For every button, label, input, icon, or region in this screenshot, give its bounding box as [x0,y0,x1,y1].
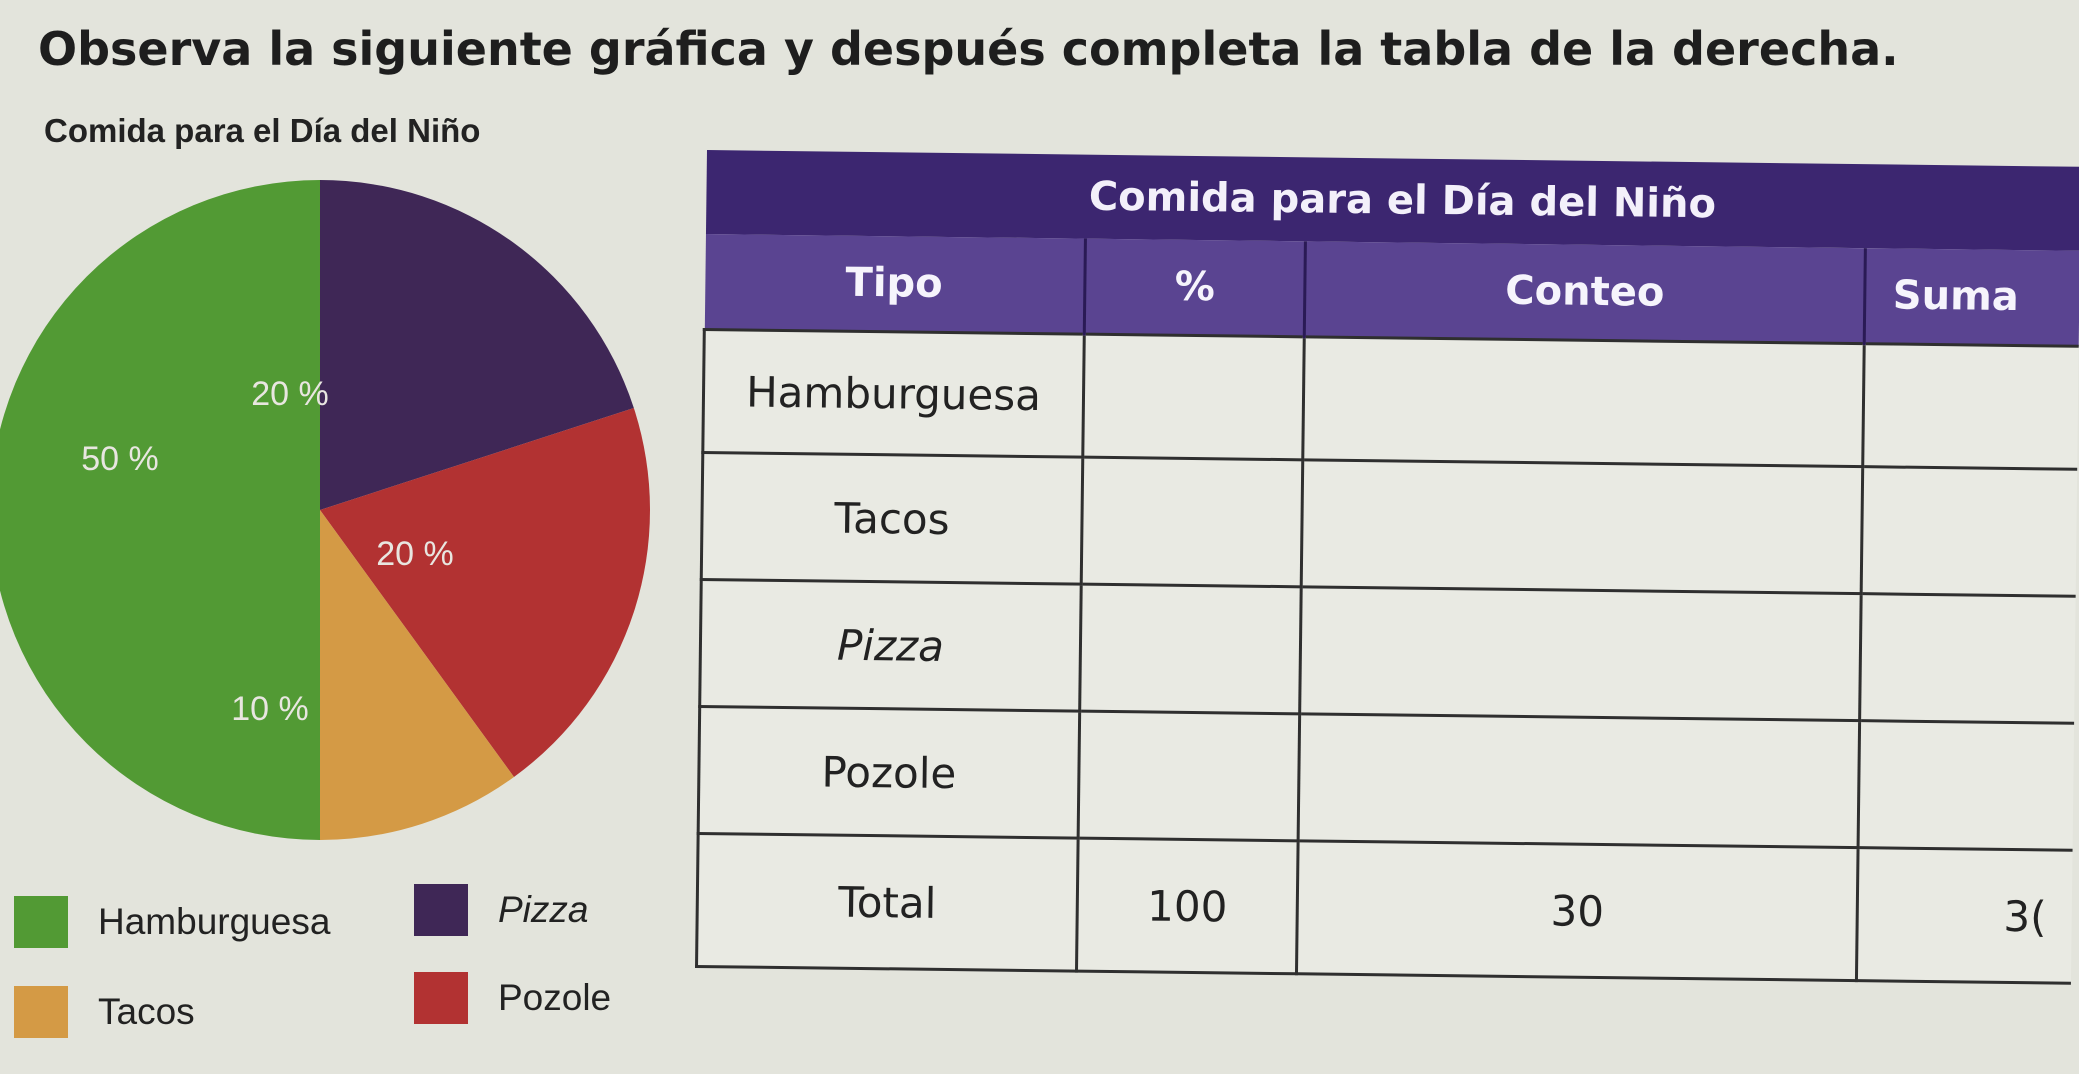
legend-item-tacos: Tacos [14,986,195,1038]
pie-slice-pizza [320,180,634,510]
cell-suma[interactable] [1858,720,2074,851]
cell-tipo: Pozole [698,706,1080,839]
pie-slice-hamburguesa [0,180,320,840]
pie-slice-tacos [320,510,514,840]
cell-conteo[interactable] [1301,459,1863,594]
total-suma-value: 3( [2003,891,2047,941]
legend-item-hamburguesa: Hamburguesa [14,896,330,948]
table-row: Pizza [699,579,2076,724]
pie-label-pozole: 20 % [376,535,454,573]
legend-swatch-hamburguesa [14,896,68,948]
legend-label-pizza: Pizza [498,889,589,930]
cell-percent[interactable] [1079,584,1302,714]
legend-label-tacos: Tacos [98,991,195,1032]
legend-swatch-tacos [14,986,68,1038]
cell-total-label: Total [696,833,1079,972]
chart-title: Comida para el Día del Niño [44,112,481,149]
cell-tipo: Hamburguesa [702,329,1085,458]
cell-percent[interactable] [1078,711,1300,841]
legend-label-pozole: Pozole [498,977,612,1018]
cell-total-conteo: 30 [1296,840,1859,981]
cell-percent[interactable] [1081,457,1303,587]
header-tipo: Tipo [704,234,1086,335]
cell-suma[interactable] [1861,466,2077,597]
table-row: Tacos [701,452,2077,597]
cell-total-percent: 100 [1076,838,1299,974]
pie-chart: 20 % 20 % 10 % 50 % [0,180,650,840]
header-suma: Suma [1864,248,2079,347]
table-total-row: Total 100 30 3( [696,833,2073,984]
data-table-container: Comida para el Día del Niño Tipo % Conte… [695,150,2079,985]
table-row: Hamburguesa [702,329,2079,470]
data-table: Comida para el Día del Niño Tipo % Conte… [695,150,2079,985]
pie-label-pizza: 20 % [251,375,329,413]
legend-label-hamburguesa: Hamburguesa [98,901,331,942]
instruction-text: Observa la siguiente gráfica y después c… [38,22,1899,76]
pie-slice-pozole [320,408,650,777]
cell-conteo[interactable] [1299,586,1862,721]
cell-total-suma: 3( [1856,847,2073,984]
cell-suma[interactable] [1859,593,2076,724]
legend-item-pizza: Pizza [414,884,588,936]
cell-tipo: Tacos [701,452,1083,585]
pie-label-hamburguesa: 50 % [81,440,159,478]
header-conteo: Conteo [1304,241,1866,344]
cell-conteo[interactable] [1298,713,1860,848]
cell-percent[interactable] [1082,334,1305,460]
table-row: Pozole [698,706,2074,851]
cell-conteo[interactable] [1302,336,1865,467]
header-percent: % [1084,238,1306,337]
legend-swatch-pozole [414,972,468,1024]
legend-item-pozole: Pozole [414,972,611,1024]
chart-legend: Hamburguesa Pizza Tacos Pozole [0,880,640,1070]
pie-label-tacos: 10 % [231,690,309,728]
cell-tipo: Pizza [699,579,1082,712]
legend-swatch-pizza [414,884,468,936]
cell-suma[interactable] [1862,343,2079,470]
